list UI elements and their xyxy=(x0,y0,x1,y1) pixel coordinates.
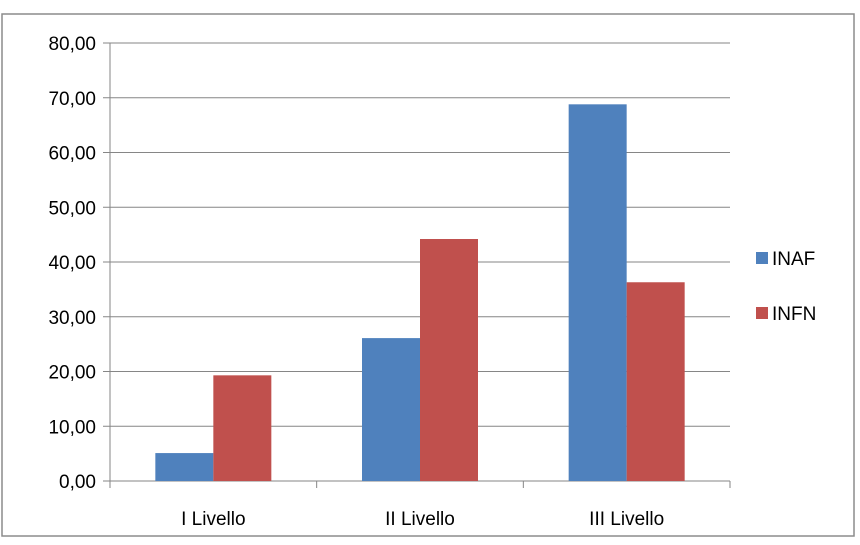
bars xyxy=(155,104,685,481)
y-tick-label: 30,00 xyxy=(48,308,96,329)
legend-label-inaf: INAF xyxy=(772,249,815,270)
bar-infn-3 xyxy=(626,282,685,481)
bar-inaf-3 xyxy=(568,104,627,481)
bar-inaf-1 xyxy=(155,453,214,481)
legend-label-infn: INFN xyxy=(772,304,816,325)
y-tick-label: 0,00 xyxy=(59,472,96,493)
legend-swatch-infn xyxy=(756,307,768,319)
x-category-label: II Livello xyxy=(385,509,455,530)
y-tick-label: 40,00 xyxy=(48,253,96,274)
bar-inaf-2 xyxy=(362,338,420,481)
bar-infn-2 xyxy=(420,239,478,481)
y-tick-label: 60,00 xyxy=(48,144,96,165)
y-tick-label: 70,00 xyxy=(48,89,96,110)
axis-labels: 0,00 10,00 20,00 30,00 40,00 50,00 60,00 70,00 8… xyxy=(48,34,664,530)
bar-infn-1 xyxy=(213,375,272,481)
x-category-label: I Livello xyxy=(181,509,245,530)
y-tick-label: 80,00 xyxy=(48,34,96,55)
y-tick-label: 50,00 xyxy=(48,198,96,219)
legend-swatch-inaf xyxy=(756,252,768,264)
y-tick-label: 10,00 xyxy=(48,417,96,438)
y-tick-label: 20,00 xyxy=(48,363,96,384)
legend: INAF INFN xyxy=(756,249,816,325)
x-category-label: III Livello xyxy=(589,509,664,530)
